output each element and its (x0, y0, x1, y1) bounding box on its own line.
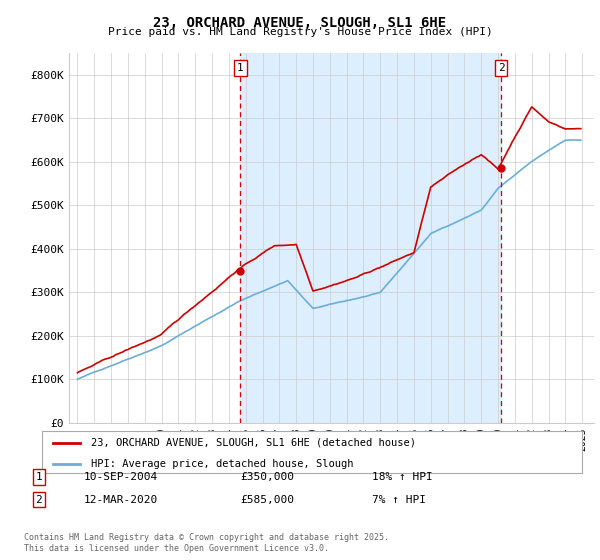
Text: £350,000: £350,000 (240, 472, 294, 482)
Text: 23, ORCHARD AVENUE, SLOUGH, SL1 6HE (detached house): 23, ORCHARD AVENUE, SLOUGH, SL1 6HE (det… (91, 438, 416, 448)
Text: 23, ORCHARD AVENUE, SLOUGH, SL1 6HE: 23, ORCHARD AVENUE, SLOUGH, SL1 6HE (154, 16, 446, 30)
Text: 10-SEP-2004: 10-SEP-2004 (84, 472, 158, 482)
Text: 2: 2 (498, 63, 505, 73)
Bar (241, 53, 501, 423)
Text: £585,000: £585,000 (240, 494, 294, 505)
Text: 7% ↑ HPI: 7% ↑ HPI (372, 494, 426, 505)
Text: 2: 2 (35, 494, 43, 505)
Text: Price paid vs. HM Land Registry's House Price Index (HPI): Price paid vs. HM Land Registry's House … (107, 27, 493, 37)
Text: HPI: Average price, detached house, Slough: HPI: Average price, detached house, Slou… (91, 459, 353, 469)
Text: 18% ↑ HPI: 18% ↑ HPI (372, 472, 433, 482)
Text: 12-MAR-2020: 12-MAR-2020 (84, 494, 158, 505)
Text: 1: 1 (237, 63, 244, 73)
Text: 1: 1 (35, 472, 43, 482)
Text: Contains HM Land Registry data © Crown copyright and database right 2025.
This d: Contains HM Land Registry data © Crown c… (24, 533, 389, 553)
